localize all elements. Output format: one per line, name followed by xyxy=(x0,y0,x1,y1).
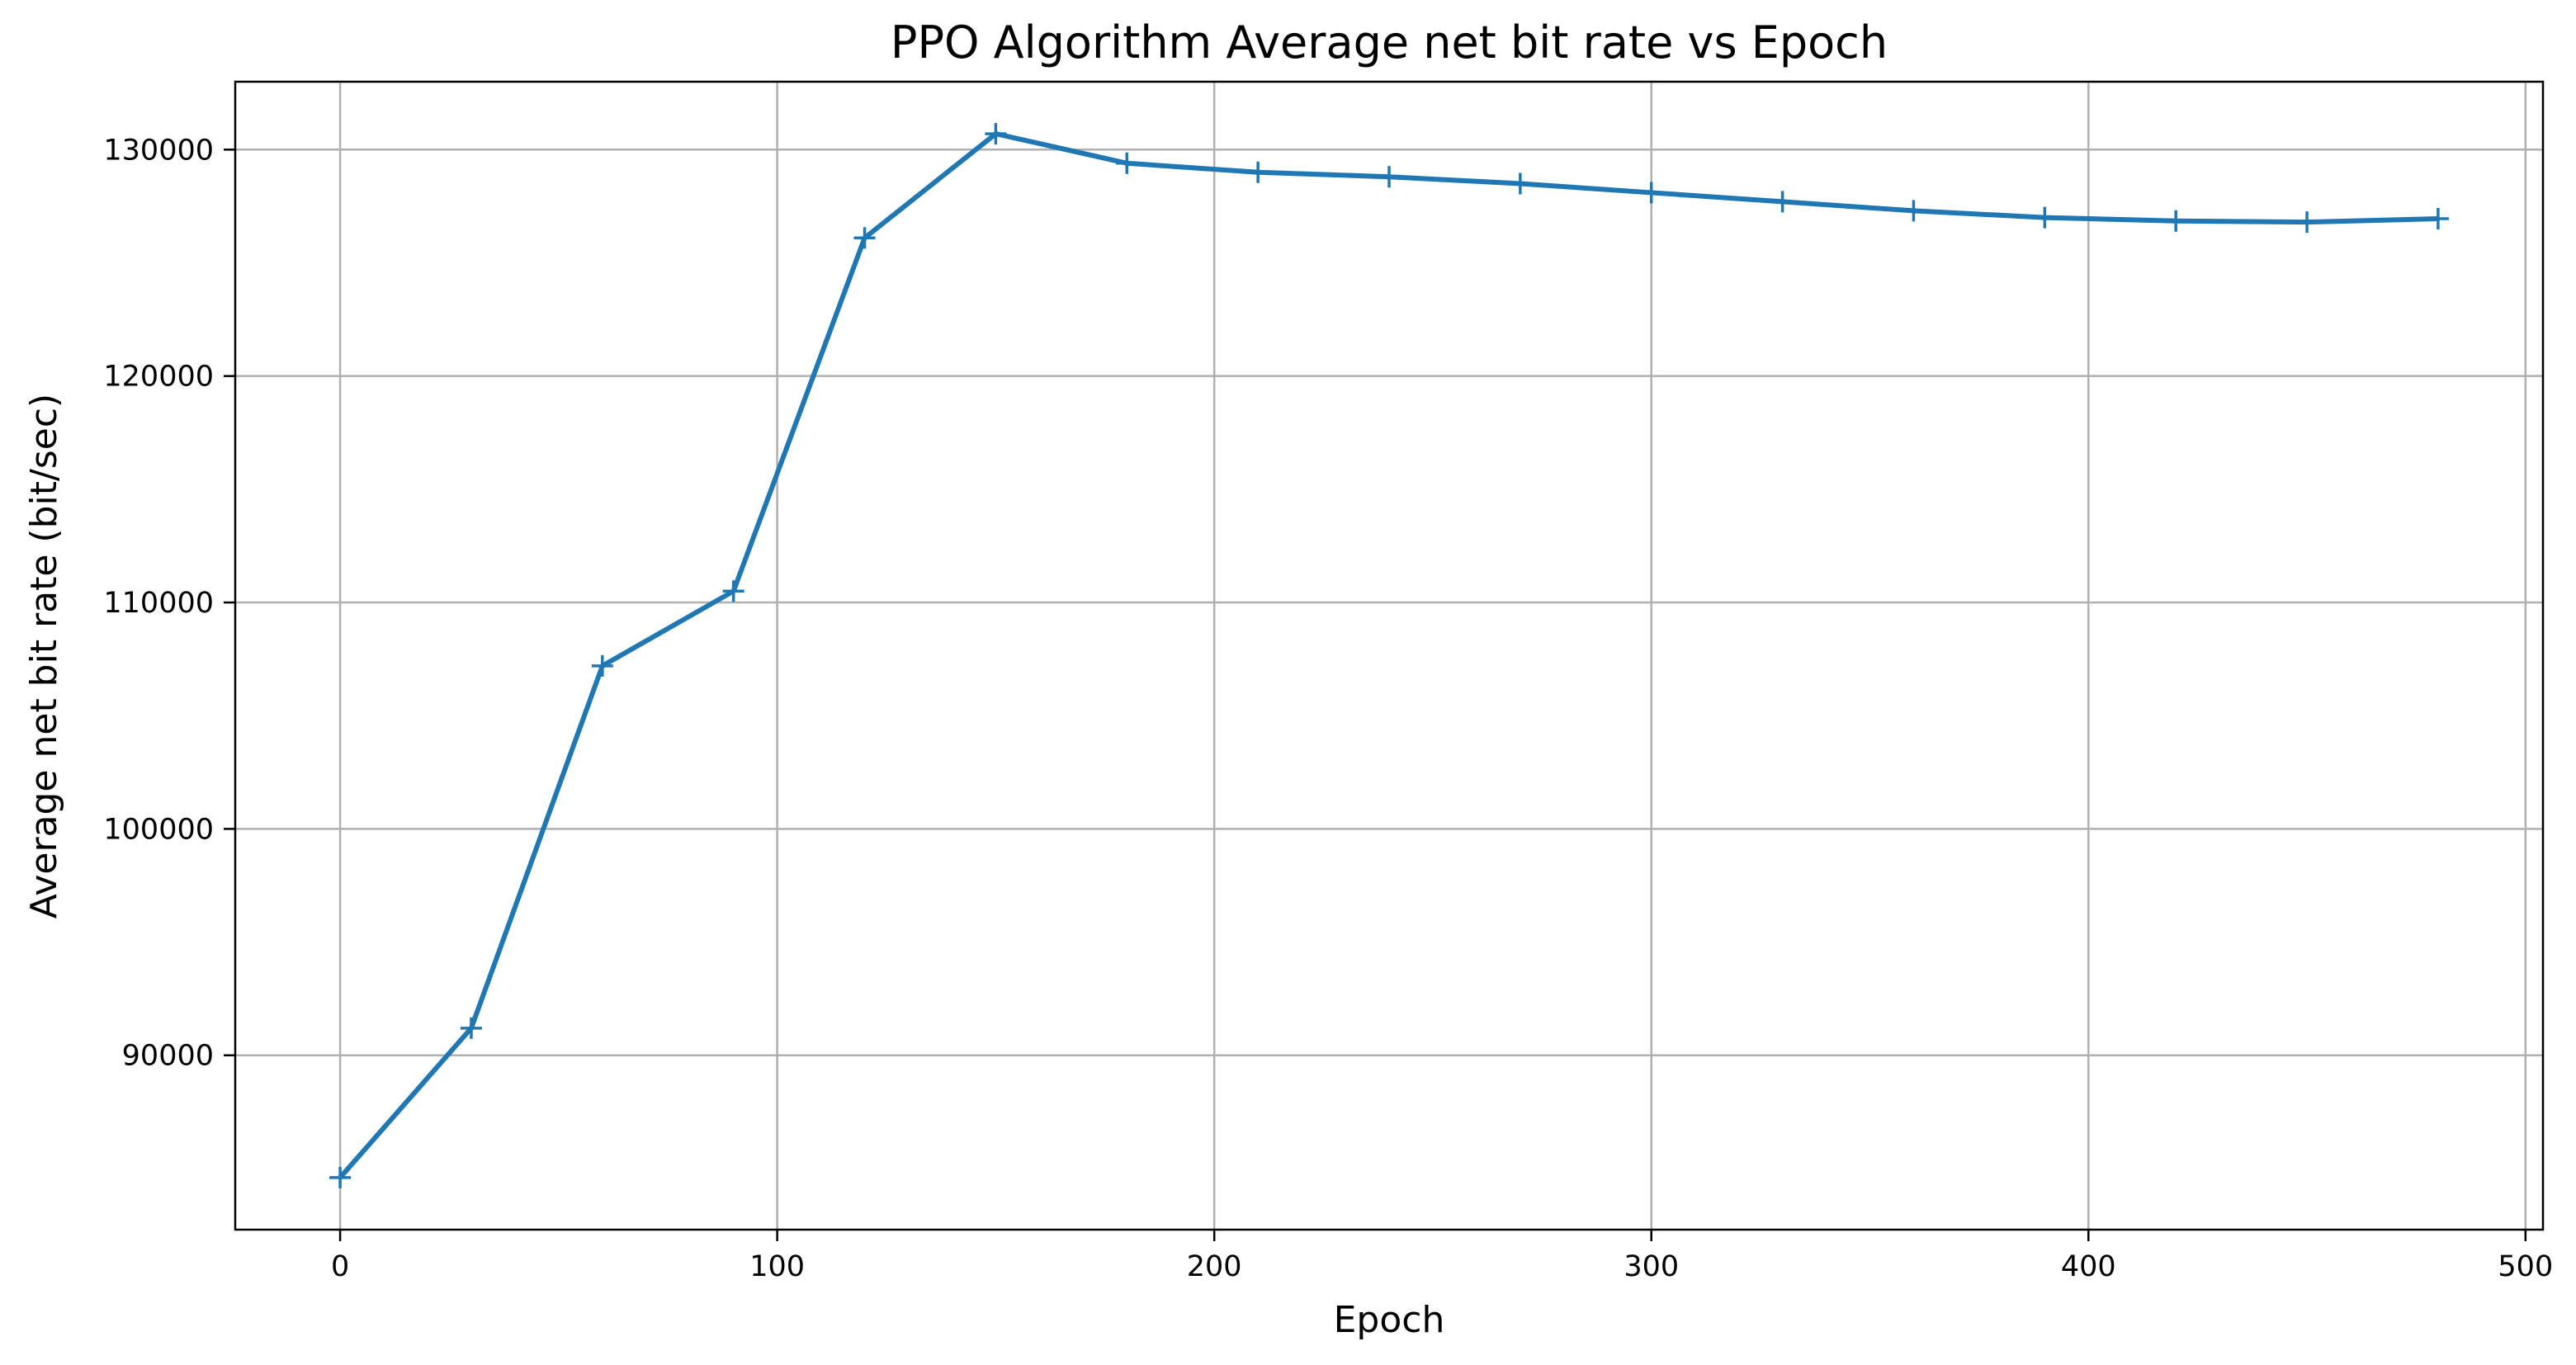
ticks-layer: 0 100 200 300 400 500 90000 100000 110000 120000 1… xyxy=(103,134,2553,1283)
x-tick-label: 400 xyxy=(2061,1250,2116,1283)
x-tick-label: 200 xyxy=(1187,1250,1242,1283)
data-point-marker xyxy=(1509,172,1531,195)
data-point-marker xyxy=(1640,182,1662,204)
x-tick-label: 100 xyxy=(749,1250,805,1283)
x-axis-label: Epoch xyxy=(1334,1299,1445,1341)
data-point-marker xyxy=(1247,161,1269,183)
data-point-marker xyxy=(2427,207,2449,229)
plot-frame xyxy=(234,80,2545,1231)
data-point-marker xyxy=(722,580,744,602)
data-point-marker xyxy=(1902,200,1925,222)
series-layer xyxy=(329,123,2449,1188)
y-tick-label: 120000 xyxy=(103,361,214,394)
data-point-marker xyxy=(329,1166,352,1188)
data-point-marker xyxy=(591,654,613,677)
data-point-marker xyxy=(985,123,1007,145)
x-tick-label: 300 xyxy=(1624,1250,1679,1283)
data-point-marker xyxy=(2165,210,2187,232)
y-axis-label: Average net bit rate (bit/sec) xyxy=(23,394,65,919)
data-point-marker xyxy=(1378,166,1400,188)
y-tick-label: 100000 xyxy=(103,813,214,846)
y-tick-label: 90000 xyxy=(122,1040,214,1073)
data-point-marker xyxy=(1116,152,1138,174)
data-point-marker xyxy=(1771,191,1794,213)
chart-title: PPO Algorithm Average net bit rate vs Ep… xyxy=(891,17,1888,68)
y-tick-label: 130000 xyxy=(103,134,214,167)
data-point-marker xyxy=(2296,211,2318,234)
data-point-marker xyxy=(2034,206,2056,229)
x-tick-label: 500 xyxy=(2498,1250,2553,1283)
grid-layer xyxy=(235,82,2543,1230)
x-tick-label: 0 xyxy=(331,1250,349,1283)
data-point-marker xyxy=(460,1017,482,1039)
data-point-marker xyxy=(853,227,876,249)
y-tick-label: 110000 xyxy=(103,587,214,620)
